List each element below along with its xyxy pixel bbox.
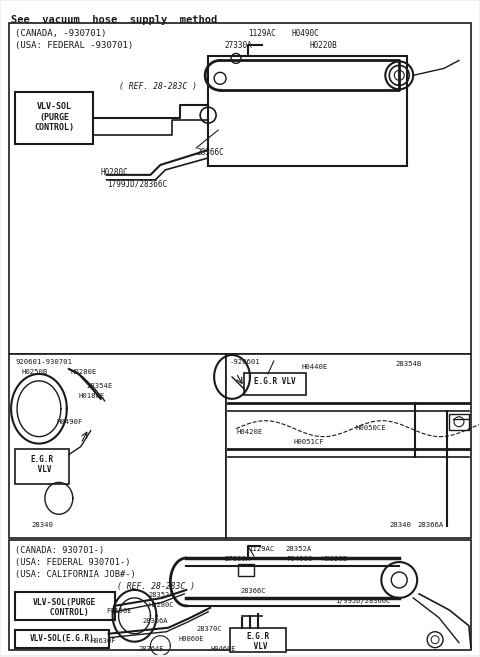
Text: 920601-930701: 920601-930701 <box>15 359 72 365</box>
Text: 28352A: 28352A <box>286 546 312 552</box>
Text: H0460E: H0460E <box>210 646 236 652</box>
Bar <box>449 414 469 430</box>
Text: H0490F: H0490F <box>57 419 83 424</box>
Text: 1129AC: 1129AC <box>248 546 274 552</box>
Bar <box>244 373 306 395</box>
Text: VLV-SOL(PURGE
  CONTROL): VLV-SOL(PURGE CONTROL) <box>33 598 96 618</box>
Text: 28366C: 28366C <box>196 148 224 157</box>
Text: ( REF. 28-283C ): ( REF. 28-283C ) <box>117 582 194 591</box>
Text: 1/99JD/28366C: 1/99JD/28366C <box>336 598 391 604</box>
Bar <box>9 540 471 650</box>
Text: H0051CF: H0051CF <box>294 439 324 445</box>
Text: H0060E: H0060E <box>178 636 204 642</box>
Text: 28352A: 28352A <box>148 592 174 598</box>
Text: H0420E: H0420E <box>236 428 262 435</box>
Text: H0280E: H0280E <box>71 369 97 375</box>
Text: 28366C: 28366C <box>240 588 265 594</box>
Text: H0280C: H0280C <box>101 168 129 177</box>
Text: VLV-SOL
(PURGE
CONTROL): VLV-SOL (PURGE CONTROL) <box>34 102 74 132</box>
Text: 27330A: 27330A <box>224 41 252 49</box>
Text: 28354B: 28354B <box>395 361 421 367</box>
Text: 27330A: 27330A <box>224 556 251 562</box>
Text: H0220B: H0220B <box>322 556 348 562</box>
Text: 1129AC: 1129AC <box>248 28 276 37</box>
Text: (USA: FEDERAL -930701): (USA: FEDERAL -930701) <box>15 41 133 49</box>
Bar <box>238 564 254 576</box>
Text: H0250B: H0250B <box>21 369 48 375</box>
Text: (USA: FEDERAL 930701-): (USA: FEDERAL 930701-) <box>15 558 131 567</box>
Text: See  vacuum  hose  supply  method: See vacuum hose supply method <box>11 14 217 24</box>
Text: 28370C: 28370C <box>196 625 222 632</box>
Bar <box>15 629 108 648</box>
Text: H0180E: H0180E <box>79 393 105 399</box>
Bar <box>208 57 407 166</box>
Text: 28364E: 28364E <box>138 646 164 652</box>
Text: 1799JD/28366C: 1799JD/28366C <box>107 180 167 189</box>
Text: 28340: 28340 <box>389 522 411 528</box>
Text: H0050CE: H0050CE <box>356 424 386 431</box>
Text: VLV-SOL(E.G.R): VLV-SOL(E.G.R) <box>29 634 94 643</box>
Text: 28354E: 28354E <box>87 383 113 389</box>
Text: 28340: 28340 <box>31 522 53 528</box>
Bar <box>15 92 93 144</box>
Text: E.G.R
 VLV: E.G.R VLV <box>246 632 269 651</box>
Text: (USA: CALIFORNIA JOB#-): (USA: CALIFORNIA JOB#-) <box>15 570 136 579</box>
Text: 28366A: 28366A <box>417 522 444 528</box>
Bar <box>9 22 471 354</box>
Text: E.G.R VLV: E.G.R VLV <box>254 377 296 386</box>
Bar <box>15 449 69 484</box>
Text: H0630F: H0630F <box>91 638 116 644</box>
Text: F0490C: F0490C <box>286 556 312 562</box>
Text: (CANADA: 930701-): (CANADA: 930701-) <box>15 546 104 555</box>
Text: 28366A: 28366A <box>143 618 168 623</box>
Text: H0490C: H0490C <box>292 28 320 37</box>
Bar <box>15 592 115 620</box>
Text: E.G.R
 VLV: E.G.R VLV <box>30 455 53 474</box>
Text: ( REF. 28-283C ): ( REF. 28-283C ) <box>119 82 197 91</box>
Bar <box>226 354 471 538</box>
Text: H0440E: H0440E <box>302 364 328 370</box>
Text: H0220B: H0220B <box>310 41 337 49</box>
Text: H0280C: H0280C <box>148 602 174 608</box>
Bar <box>9 354 226 538</box>
Text: FC150E: FC150E <box>107 608 132 614</box>
Text: -920601: -920601 <box>230 359 261 365</box>
Text: (CANADA, -930701): (CANADA, -930701) <box>15 28 107 37</box>
Bar <box>230 627 286 652</box>
